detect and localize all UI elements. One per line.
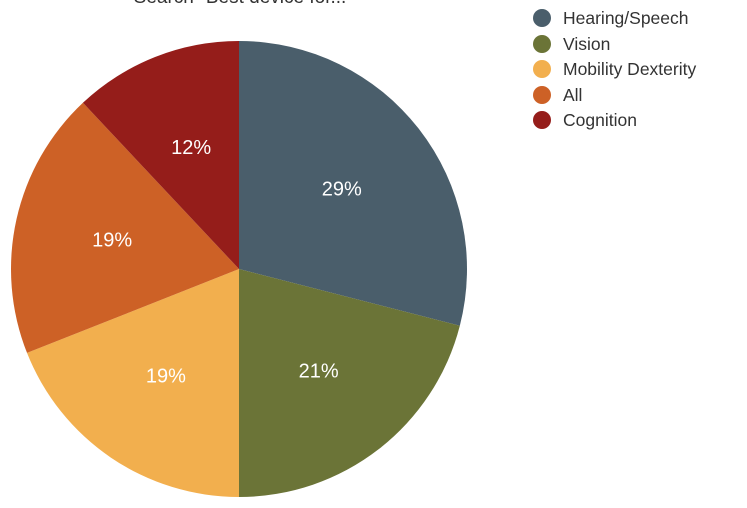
legend-swatch xyxy=(533,111,551,129)
legend-item-hearing-speech: Hearing/Speech xyxy=(533,6,696,32)
slice-label-cognition: 12% xyxy=(171,137,211,159)
slice-labels-group: 29% 21% 19% 19% 12% xyxy=(92,137,362,387)
legend-label: Cognition xyxy=(563,110,637,130)
legend-item-cognition: Cognition xyxy=(533,108,696,134)
pie-slice-vision xyxy=(239,269,460,497)
legend-swatch xyxy=(533,85,551,104)
legend-swatch xyxy=(533,60,551,78)
slice-label-hearing-speech: 29% xyxy=(322,178,362,200)
pie-slice-mobility-dexterity xyxy=(27,269,240,497)
slices-group xyxy=(11,41,467,497)
legend-swatch xyxy=(533,9,551,27)
pie-slice-cognition xyxy=(82,41,239,269)
legend-swatch xyxy=(533,34,551,53)
chart-title: Search "Best device for... xyxy=(0,0,480,9)
legend-item-all: All xyxy=(533,83,696,109)
slice-label-all: 19% xyxy=(92,230,132,252)
slice-label-mobility-dexterity: 19% xyxy=(146,366,186,388)
legend-label: Mobility Dexterity xyxy=(563,59,697,79)
legend-label: Hearing/Speech xyxy=(563,8,689,28)
pie-slice-hearing-speech xyxy=(239,41,467,326)
legend-item-mobility-dexterity: Mobility Dexterity xyxy=(533,57,696,83)
legend-label: Vision xyxy=(563,33,611,54)
legend-item-vision: Vision xyxy=(533,32,696,58)
legend-label: All xyxy=(563,84,583,105)
pie-slice-all xyxy=(11,102,240,353)
slice-label-vision: 21% xyxy=(299,361,339,383)
chart-legend: Hearing/Speech Vision Mobility Dexterity Al… xyxy=(533,6,696,134)
